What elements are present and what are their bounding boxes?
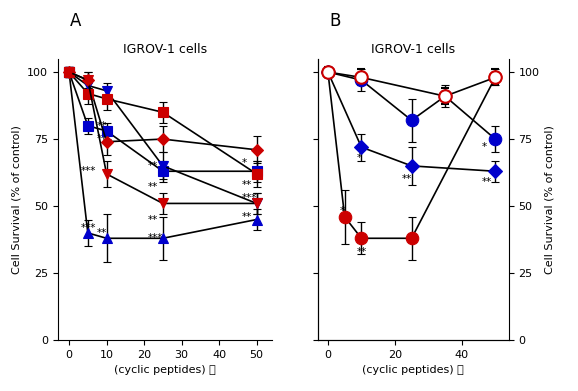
Text: ***: *** [81, 166, 97, 176]
Text: **: ** [148, 161, 158, 171]
Text: ***: *** [81, 222, 97, 233]
Text: ***: *** [148, 233, 163, 243]
Text: A: A [69, 12, 81, 30]
X-axis label: (cyclic peptides) 础: (cyclic peptides) 础 [114, 366, 216, 375]
Text: *: * [357, 153, 361, 163]
Text: *: * [482, 142, 487, 152]
Text: **: ** [148, 182, 158, 192]
Text: ***: *** [242, 193, 257, 203]
Text: B: B [329, 12, 341, 30]
Text: **: ** [482, 177, 492, 187]
Y-axis label: Cell Survival (% of control): Cell Survival (% of control) [545, 125, 555, 274]
Text: **: ** [97, 121, 108, 131]
Text: **: ** [97, 228, 108, 238]
Text: *: * [340, 206, 344, 217]
Title: IGROV-1 cells: IGROV-1 cells [371, 43, 455, 56]
Text: **: ** [242, 179, 252, 190]
Text: **: ** [148, 215, 158, 224]
Y-axis label: Cell Survival (% of control): Cell Survival (% of control) [12, 125, 21, 274]
Text: **: ** [97, 134, 108, 144]
Text: **: ** [242, 212, 252, 222]
Text: **: ** [402, 174, 412, 184]
Title: IGROV-1 cells: IGROV-1 cells [123, 43, 207, 56]
X-axis label: (cyclic peptides) 础: (cyclic peptides) 础 [362, 366, 464, 375]
Text: *: * [242, 158, 247, 168]
Text: **: ** [357, 247, 366, 257]
